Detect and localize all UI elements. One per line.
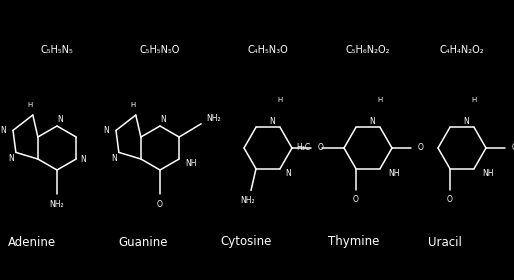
Text: H: H bbox=[27, 102, 32, 108]
Text: O: O bbox=[317, 143, 323, 153]
Text: Uracil: Uracil bbox=[428, 235, 462, 249]
Text: Thymine: Thymine bbox=[328, 235, 379, 249]
Text: H: H bbox=[471, 97, 476, 103]
Text: C₄H₅N₃O: C₄H₅N₃O bbox=[248, 45, 288, 55]
Text: O: O bbox=[417, 143, 423, 153]
Text: N: N bbox=[463, 117, 469, 126]
Text: NH: NH bbox=[186, 160, 197, 169]
Text: Cytosine: Cytosine bbox=[220, 235, 271, 249]
Text: Guanine: Guanine bbox=[118, 235, 168, 249]
Text: H: H bbox=[130, 102, 135, 108]
Text: N: N bbox=[57, 115, 63, 123]
Text: C₅H₆N₂O₂: C₅H₆N₂O₂ bbox=[346, 45, 390, 55]
Text: N: N bbox=[111, 154, 117, 163]
Text: Adenine: Adenine bbox=[8, 235, 56, 249]
Text: C₅H₅N₅: C₅H₅N₅ bbox=[41, 45, 74, 55]
Text: N: N bbox=[269, 117, 275, 126]
Text: H₃C: H₃C bbox=[296, 143, 310, 153]
Text: N: N bbox=[80, 155, 86, 164]
Text: H: H bbox=[377, 97, 382, 103]
Text: O: O bbox=[511, 143, 514, 153]
Text: NH: NH bbox=[388, 169, 400, 178]
Text: NH: NH bbox=[482, 169, 494, 178]
Text: N: N bbox=[8, 154, 14, 163]
Text: N: N bbox=[103, 126, 109, 135]
Text: N: N bbox=[160, 115, 166, 123]
Text: O: O bbox=[157, 200, 163, 209]
Text: C₄H₄N₂O₂: C₄H₄N₂O₂ bbox=[439, 45, 484, 55]
Text: NH₂: NH₂ bbox=[50, 200, 64, 209]
Text: O: O bbox=[447, 195, 453, 204]
Text: H: H bbox=[278, 97, 283, 103]
Text: C₅H₅N₅O: C₅H₅N₅O bbox=[140, 45, 180, 55]
Text: NH₂: NH₂ bbox=[206, 114, 221, 123]
Text: N: N bbox=[285, 169, 291, 178]
Text: N: N bbox=[0, 126, 6, 135]
Text: O: O bbox=[353, 195, 359, 204]
Text: NH₂: NH₂ bbox=[241, 196, 255, 205]
Text: N: N bbox=[369, 117, 375, 126]
